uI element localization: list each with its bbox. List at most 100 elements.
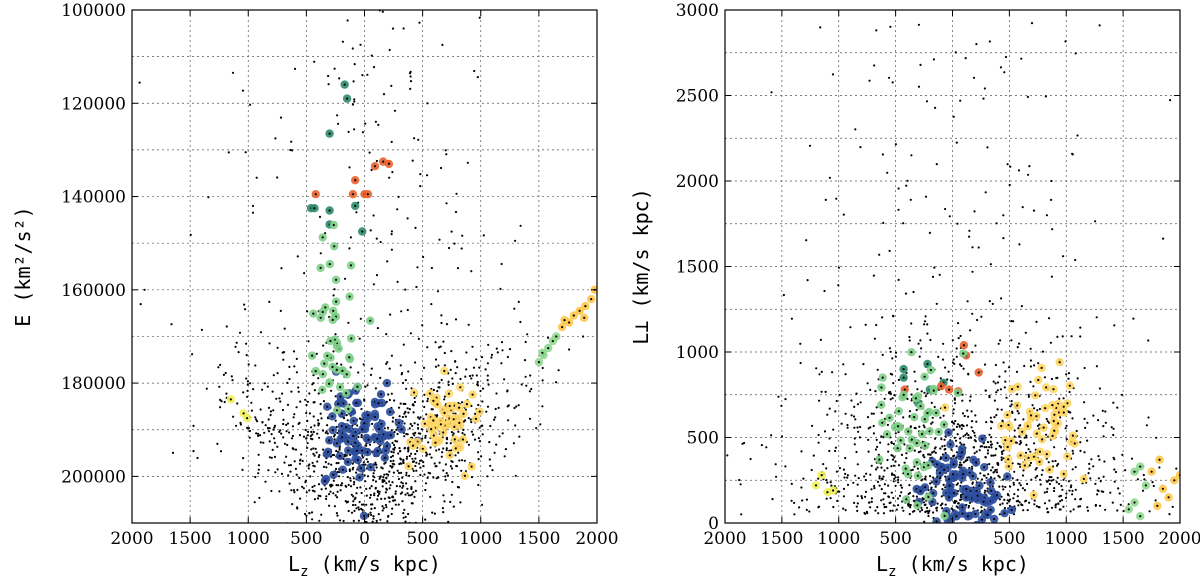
field-point bbox=[907, 492, 910, 496]
field-point bbox=[351, 531, 353, 533]
field-point bbox=[289, 470, 292, 473]
field-point bbox=[444, 478, 447, 481]
field-point bbox=[808, 144, 812, 147]
field-point bbox=[910, 393, 913, 396]
field-point bbox=[894, 355, 897, 358]
field-point bbox=[1100, 490, 1103, 493]
field-point bbox=[854, 474, 857, 477]
field-point bbox=[295, 357, 298, 360]
field-point bbox=[422, 465, 425, 468]
field-point bbox=[856, 403, 860, 406]
field-point bbox=[388, 176, 391, 179]
cluster-point-core bbox=[1003, 512, 1006, 515]
field-point bbox=[935, 509, 938, 512]
cluster-point-core bbox=[439, 423, 442, 426]
field-point bbox=[939, 377, 942, 380]
field-point bbox=[749, 457, 752, 461]
field-point bbox=[790, 317, 794, 320]
field-point bbox=[938, 273, 941, 276]
field-point bbox=[904, 292, 908, 295]
field-point bbox=[394, 490, 397, 493]
field-point bbox=[1104, 421, 1107, 424]
field-point bbox=[387, 473, 390, 476]
field-point bbox=[273, 455, 277, 458]
field-point bbox=[418, 462, 421, 465]
field-point bbox=[471, 374, 474, 377]
field-point bbox=[452, 432, 455, 435]
field-point bbox=[297, 386, 300, 389]
field-point bbox=[230, 375, 233, 378]
field-point bbox=[1033, 503, 1036, 506]
cluster-point-core bbox=[924, 444, 927, 447]
cluster-point-core bbox=[1016, 404, 1019, 407]
cluster-point-core bbox=[927, 464, 930, 467]
field-point bbox=[460, 247, 463, 250]
field-point bbox=[743, 441, 746, 445]
field-point bbox=[349, 479, 352, 482]
field-point bbox=[268, 342, 271, 345]
field-point bbox=[388, 398, 391, 402]
cluster-points bbox=[811, 341, 1180, 523]
field-point bbox=[823, 289, 826, 293]
field-point bbox=[494, 407, 497, 411]
field-point bbox=[400, 481, 403, 484]
field-point bbox=[327, 83, 330, 86]
field-point bbox=[430, 266, 433, 270]
field-point bbox=[897, 481, 900, 484]
field-point bbox=[790, 499, 793, 502]
field-point bbox=[883, 483, 887, 486]
field-point bbox=[903, 461, 906, 464]
field-point bbox=[406, 407, 409, 410]
field-point bbox=[425, 454, 428, 457]
field-point bbox=[316, 460, 319, 463]
field-point bbox=[289, 464, 292, 467]
field-point bbox=[999, 446, 1003, 449]
field-point bbox=[983, 474, 986, 477]
field-point bbox=[243, 303, 246, 306]
field-point bbox=[375, 527, 377, 529]
field-point bbox=[832, 428, 835, 431]
cluster-point-core bbox=[345, 373, 348, 376]
cluster-point-core bbox=[461, 438, 465, 441]
field-point bbox=[143, 288, 146, 291]
field-point bbox=[1018, 342, 1021, 345]
field-point bbox=[246, 383, 249, 386]
cluster-point-core bbox=[916, 474, 920, 477]
field-point bbox=[369, 373, 373, 376]
field-point bbox=[1053, 446, 1056, 449]
cluster-point-core bbox=[919, 490, 922, 493]
field-point bbox=[983, 446, 986, 449]
field-point bbox=[1083, 401, 1086, 404]
field-point bbox=[989, 440, 993, 443]
cluster-point-core bbox=[345, 392, 348, 395]
field-point bbox=[291, 149, 294, 152]
cluster-point-core bbox=[888, 416, 891, 419]
field-point bbox=[371, 520, 374, 523]
field-point bbox=[382, 93, 386, 96]
field-point bbox=[1124, 469, 1127, 472]
field-point bbox=[876, 368, 879, 371]
field-point bbox=[835, 470, 839, 473]
field-point bbox=[1048, 499, 1051, 502]
field-point bbox=[826, 413, 829, 416]
field-point bbox=[252, 388, 255, 391]
cluster-point-core bbox=[1037, 378, 1040, 382]
field-point bbox=[459, 377, 462, 381]
field-point bbox=[913, 449, 916, 452]
cluster-point-core bbox=[332, 473, 335, 476]
field-point bbox=[500, 362, 503, 365]
field-point bbox=[1018, 482, 1021, 485]
cluster-point-core bbox=[937, 430, 940, 433]
field-point bbox=[381, 505, 384, 508]
field-point bbox=[412, 432, 415, 435]
field-point bbox=[866, 382, 869, 385]
field-point bbox=[449, 465, 452, 468]
field-point bbox=[259, 331, 263, 334]
field-point bbox=[1046, 420, 1049, 423]
field-point bbox=[356, 486, 359, 489]
y-tick-label: 180000 bbox=[61, 374, 126, 394]
field-point bbox=[404, 411, 407, 414]
field-point bbox=[388, 496, 391, 499]
cluster-point-core bbox=[1010, 439, 1013, 443]
field-point bbox=[1052, 478, 1055, 481]
